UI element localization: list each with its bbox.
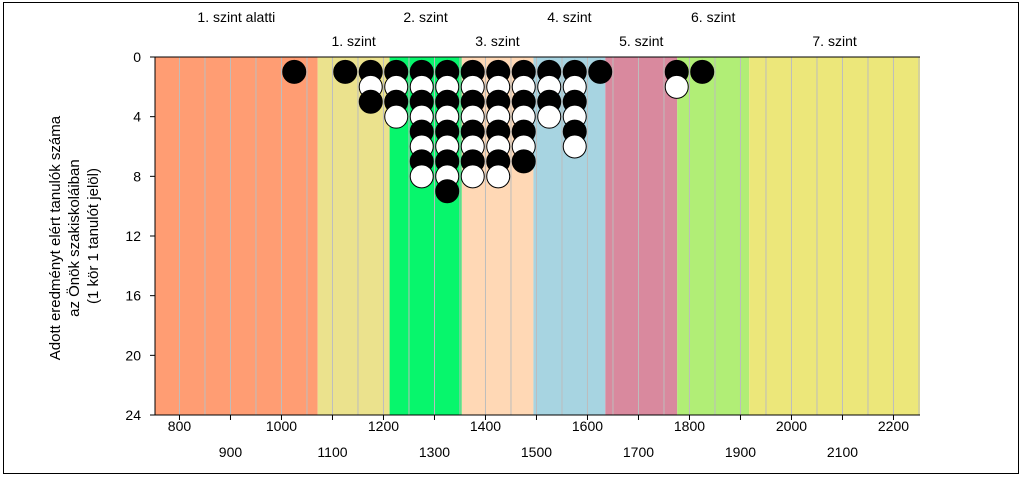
vertical-grid: [178, 57, 920, 415]
student-dot: [486, 164, 511, 189]
student-dot: [690, 59, 715, 84]
student-dot: [664, 74, 689, 99]
y-axis-label-line-1: Adott eredményt elért tanulók száma: [47, 115, 64, 360]
x-tick-label: 800: [168, 418, 192, 434]
y-tick-label: 16: [125, 288, 141, 304]
y-axis-label-line-3: (1 kör 1 tanulót jelöl): [85, 168, 102, 304]
x-tick-label: 2000: [776, 418, 807, 434]
level-label-6: 5. szint: [619, 33, 663, 49]
level-label-1: 1. szint alatti: [197, 9, 275, 25]
x-tick-label: 1000: [266, 418, 297, 434]
student-dot: [384, 104, 409, 129]
level-band-7: [677, 57, 750, 415]
y-tick-label: 0: [133, 49, 141, 65]
student-dot: [562, 134, 587, 159]
level-label-8: 7. szint: [812, 33, 856, 49]
level-band-6: [605, 57, 678, 415]
tick-marks: [150, 56, 894, 420]
level-label-7: 6. szint: [691, 9, 735, 25]
student-dot: [333, 59, 358, 84]
level-band-1: [155, 57, 318, 415]
student-dot: [358, 89, 383, 114]
y-axis-label-line-2: az Önök szakiskoláiban: [65, 159, 83, 317]
x-tick-label: 1700: [623, 444, 654, 460]
student-dot: [511, 149, 536, 174]
x-tick-label: 1900: [725, 444, 756, 460]
x-tick-label: 2100: [827, 444, 858, 460]
student-dot: [282, 59, 307, 84]
student-dot: [435, 179, 460, 204]
x-tick-label: 1800: [674, 418, 705, 434]
level-label-4: 3. szint: [475, 33, 519, 49]
level-label-2: 1. szint: [331, 33, 375, 49]
x-tick-label: 1200: [368, 418, 399, 434]
y-tick-label: 12: [125, 228, 141, 244]
student-dot: [537, 104, 562, 129]
student-dot: [588, 59, 613, 84]
chart-labels: 1. szint alatti 1. szint 2. szint 3. szint 4…: [125, 9, 909, 460]
level-label-3: 2. szint: [403, 9, 447, 25]
y-tick-label: 4: [133, 109, 141, 125]
y-axis-label: Adott eredményt elért tanulók száma az Ö…: [47, 112, 102, 360]
x-tick-label: 1500: [521, 444, 552, 460]
level-band-2: [317, 57, 390, 415]
x-tick-label: 1100: [317, 444, 347, 460]
level-bands: [155, 57, 920, 415]
student-dots: [282, 59, 715, 204]
x-tick-label: 1400: [470, 418, 501, 434]
x-tick-label: 1600: [572, 418, 603, 434]
level-label-5: 4. szint: [547, 9, 591, 25]
student-dot: [409, 164, 434, 189]
level-band-8: [749, 57, 920, 415]
x-tick-label: 1300: [419, 444, 450, 460]
student-dot: [460, 164, 485, 189]
y-tick-label: 20: [125, 347, 141, 363]
x-tick-label: 2200: [878, 418, 909, 434]
y-tick-label: 24: [125, 407, 141, 423]
x-tick-label: 900: [219, 444, 243, 460]
y-tick-label: 8: [133, 168, 141, 184]
